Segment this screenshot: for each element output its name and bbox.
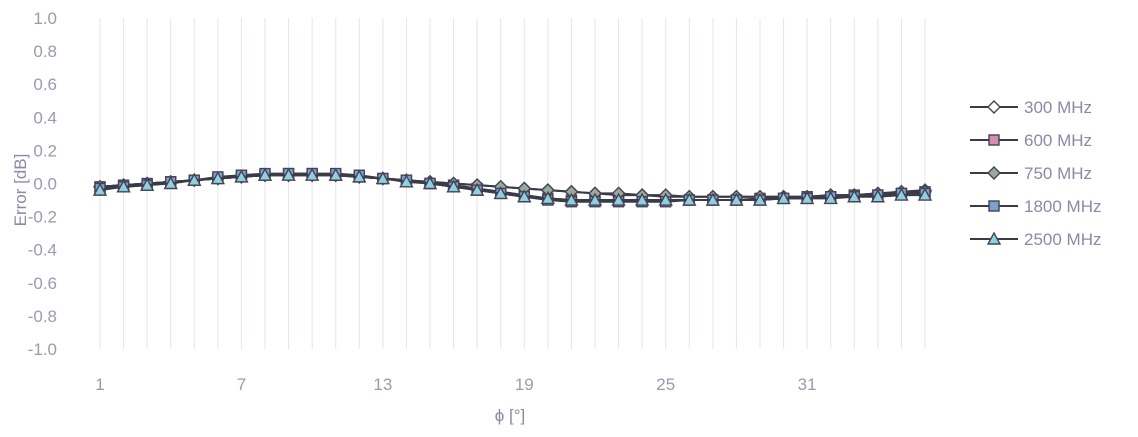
data-point: [116, 179, 131, 193]
data-point: [847, 189, 862, 203]
data-point: [517, 189, 532, 203]
legend-item: 1800 MHz: [970, 197, 1101, 216]
data-point: [870, 189, 886, 203]
data-point: [564, 192, 579, 206]
y-tick-label: -1.0: [28, 340, 57, 359]
data-point: [304, 167, 320, 181]
x-tick-label: 31: [798, 375, 817, 394]
x-tick-label: 13: [373, 375, 392, 394]
data-point: [799, 190, 815, 205]
y-tick-label: 0.6: [33, 75, 57, 94]
data-point: [587, 192, 603, 206]
legend-item: 600 MHz: [970, 131, 1092, 150]
y-tick-label: 0.0: [33, 175, 57, 194]
series-lines: [92, 167, 933, 208]
data-point: [234, 169, 249, 183]
x-axis-ticks: 1 7 13 19 25 31: [95, 375, 816, 394]
data-point: [658, 192, 673, 206]
legend-label: 2500 MHz: [1024, 230, 1101, 249]
data-point: [705, 192, 721, 206]
x-axis-title: ϕ [°]: [495, 406, 526, 425]
y-tick-label: -0.2: [28, 208, 57, 227]
x-tick-label: 19: [515, 375, 534, 394]
legend-marker: [986, 231, 1002, 245]
y-tick-label: 0.4: [33, 108, 57, 127]
legend-marker: [988, 134, 1000, 146]
data-point: [139, 177, 155, 191]
data-point: [469, 182, 485, 196]
data-point: [257, 167, 273, 181]
data-point: [422, 176, 438, 190]
data-point: [399, 174, 414, 188]
series-2500-mhz: [92, 167, 933, 206]
legend-label: 750 MHz: [1024, 164, 1092, 183]
x-tick-label: 7: [237, 375, 246, 394]
data-point: [210, 171, 226, 185]
legend-label: 600 MHz: [1024, 131, 1092, 150]
data-point: [634, 192, 650, 206]
x-tick-label: 1: [95, 375, 104, 394]
legend-label: 300 MHz: [1024, 98, 1092, 117]
data-point: [187, 172, 202, 186]
data-point: [752, 192, 768, 206]
y-tick-label: -0.6: [28, 274, 57, 293]
data-point: [92, 182, 108, 196]
y-tick-label: -0.8: [28, 307, 57, 326]
data-point: [493, 185, 508, 200]
legend-item: 750 MHz: [970, 164, 1092, 183]
data-point: [352, 169, 367, 183]
legend-item: 2500 MHz: [970, 230, 1101, 249]
data-point: [682, 192, 697, 206]
data-point: [611, 192, 626, 206]
y-tick-label: 1.0: [33, 9, 57, 28]
legend: 300 MHz 600 MHz 750 MHz 1800 MHz 2500 MHz: [970, 98, 1101, 249]
legend-marker: [987, 166, 1001, 180]
data-point: [281, 167, 296, 181]
legend-marker: [987, 100, 1001, 114]
data-point: [776, 190, 791, 205]
data-point: [894, 187, 909, 201]
legend-marker: [988, 200, 1000, 212]
y-tick-label: -0.4: [28, 241, 57, 260]
data-point: [729, 192, 744, 206]
data-point: [446, 179, 461, 193]
data-point: [540, 190, 556, 205]
data-point: [328, 167, 343, 181]
y-tick-label: 0.8: [33, 42, 57, 61]
data-point: [375, 171, 391, 185]
legend-label: 1800 MHz: [1024, 197, 1101, 216]
data-point: [163, 176, 178, 190]
data-point: [917, 187, 933, 201]
y-axis-ticks: 1.0 0.8 0.6 0.4 0.2 0.0 -0.2 -0.4 -0.6 -0.8 -1.0: [28, 9, 57, 359]
x-tick-label: 25: [656, 375, 675, 394]
legend-item: 300 MHz: [970, 98, 1092, 117]
y-tick-label: 0.2: [33, 141, 57, 160]
y-axis-title: Error [dB]: [11, 154, 30, 227]
data-point: [823, 190, 838, 205]
